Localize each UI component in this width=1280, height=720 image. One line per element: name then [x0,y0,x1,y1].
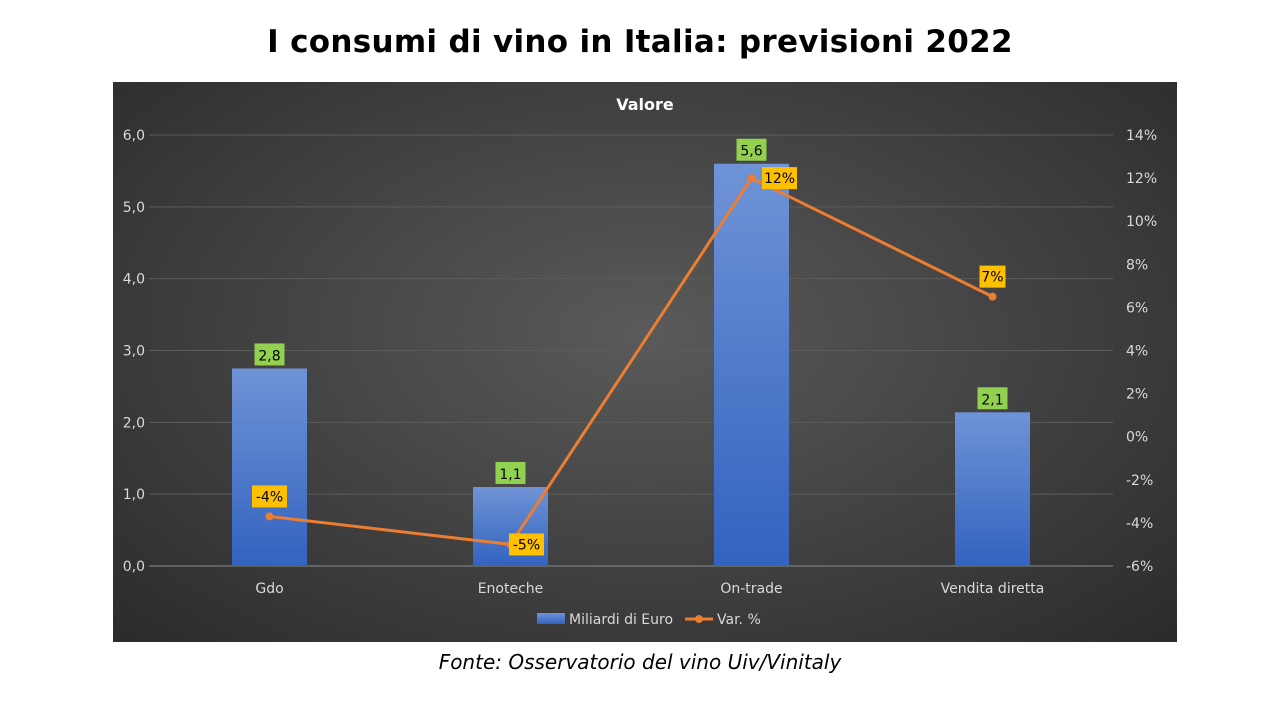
y-right-tick-label: -4% [1126,516,1153,532]
y-left-tick-label: 4,0 [123,272,145,288]
line-point [265,512,274,521]
line-data-label: -5% [513,537,540,553]
y-right-tick-label: 10% [1126,214,1157,230]
bar-data-label: 1,1 [499,467,521,483]
bar-data-label: 5,6 [740,144,762,160]
y-right-tick-label: 4% [1126,344,1148,360]
chart-panel: Valore 0,0 1,0 2,0 3,0 4,0 5,0 6,0 -6% -4% -2% 0% 2%… [113,82,1177,642]
y-right-tick-label: 12% [1126,171,1157,187]
bar-data-label: 2,1 [981,392,1003,408]
x-tick-label: Enoteche [478,581,544,597]
legend-swatch-bars [537,613,565,624]
line-label-box [252,485,287,508]
page-title: I consumi di vino in Italia: previsioni … [267,24,1013,60]
y-right-tick-label: -6% [1126,559,1153,575]
line-data-label: -4% [256,489,283,505]
y-left-tick-label: 5,0 [123,200,145,216]
y-right-tick-label: 2% [1126,387,1148,403]
y-left-tick-label: 2,0 [123,415,145,431]
y-right-tick-label: 8% [1126,257,1148,273]
line-series-var [269,176,994,546]
line-label-box [762,167,797,190]
bar-label-box [977,387,1008,410]
line-point [747,174,756,183]
x-tick-label: Vendita diretta [941,581,1045,597]
x-tick-label: Gdo [255,581,283,597]
y-right-tick-label: 14% [1126,128,1157,144]
line-data-label: 7% [981,270,1003,286]
line-label-box [509,533,544,556]
bar-data-label: 2,8 [258,348,280,364]
y-left-tick-label: 1,0 [123,487,145,503]
x-tick-label: On-trade [720,581,782,597]
y-left-tick-label: 0,0 [123,559,145,575]
y-left-tick-label: 3,0 [123,344,145,360]
chart-title: Valore [616,95,674,114]
bar [955,412,1030,566]
y-right-tick-label: 6% [1126,300,1148,316]
legend-swatch-marker [695,615,703,623]
bar-label-box [254,343,285,366]
bar-label-box [736,138,767,161]
legend-label-line: Var. % [717,612,761,628]
source-note: Fonte: Osservatorio del vino Uiv/Vinital… [438,650,842,674]
chart-svg: Valore 0,0 1,0 2,0 3,0 4,0 5,0 6,0 -6% -4% -2% 0% 2%… [123,95,1157,628]
y-right-tick-label: -2% [1126,473,1153,489]
line-point [988,292,997,301]
legend-label-bars: Miliardi di Euro [569,612,673,628]
line-label-box [979,265,1006,288]
y-right-tick-label: 0% [1126,430,1148,446]
bar [232,368,307,566]
bar [714,163,789,566]
bar-label-box [495,461,526,484]
y-left-tick-label: 6,0 [123,128,145,144]
line-data-label: 12% [764,171,795,187]
